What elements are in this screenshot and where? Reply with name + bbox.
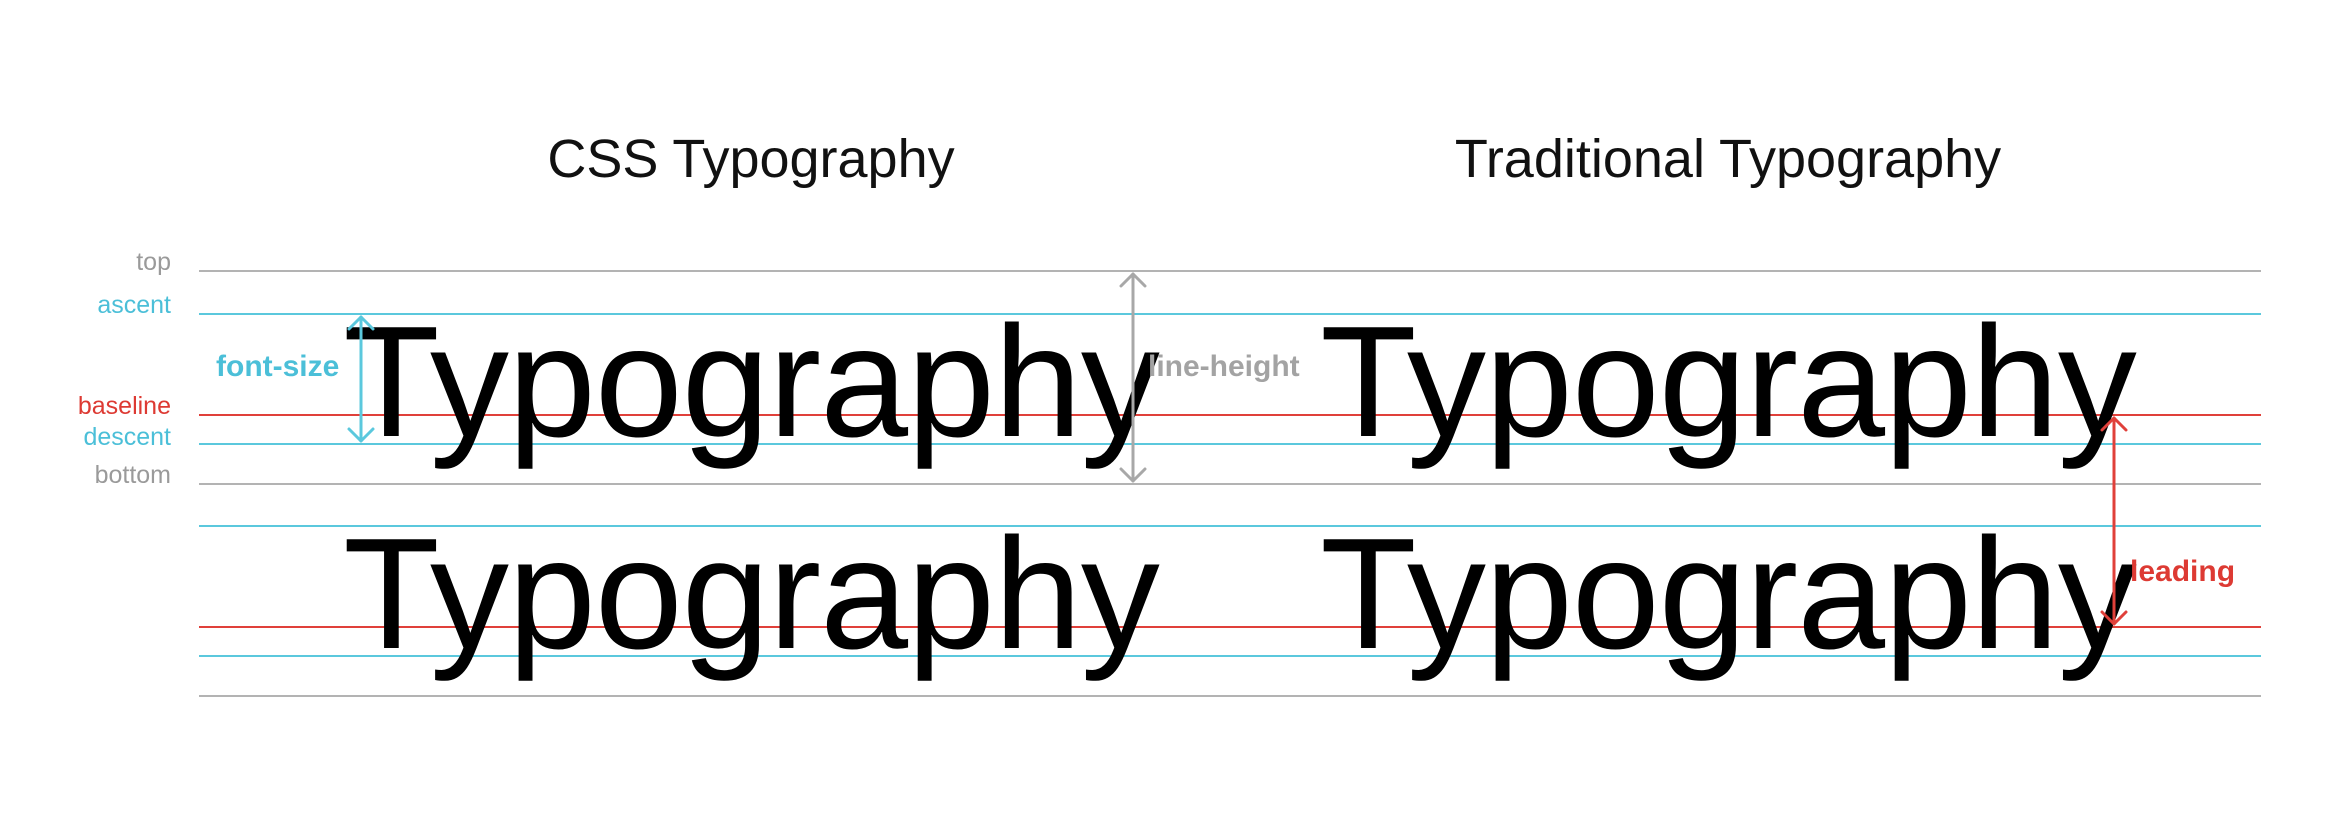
leading-arrow	[2100, 416, 2128, 626]
ascent-line	[199, 313, 2261, 315]
traditional-typography-title: Traditional Typography	[1454, 129, 2002, 189]
traditional-sample-line-1: Typography	[1320, 294, 2137, 470]
bottom-line	[199, 483, 2261, 485]
leading-label: leading	[2130, 555, 2236, 588]
descent-line-2	[199, 655, 2261, 657]
bottom-label: bottom	[94, 461, 171, 489]
baseline-line-2	[199, 626, 2261, 628]
ascent-line-2	[199, 525, 2261, 527]
bottom-line-2	[199, 695, 2261, 697]
line-height-label: line-height	[1148, 350, 1300, 383]
ascent-label: ascent	[97, 291, 171, 319]
line-height-arrow	[1119, 272, 1147, 483]
descent-label: descent	[83, 423, 171, 451]
baseline-line	[199, 414, 2261, 416]
descent-line	[199, 443, 2261, 445]
css-sample-line-2: Typography	[343, 506, 1160, 682]
top-line	[199, 270, 2261, 272]
font-size-arrow	[347, 315, 375, 443]
css-typography-title: CSS Typography	[547, 129, 955, 189]
baseline-label: baseline	[77, 392, 171, 420]
css-sample-line-1: Typography	[343, 294, 1160, 470]
top-label: top	[136, 248, 171, 276]
traditional-sample-line-2: Typography	[1320, 506, 2137, 682]
font-size-label: font-size	[216, 350, 340, 383]
